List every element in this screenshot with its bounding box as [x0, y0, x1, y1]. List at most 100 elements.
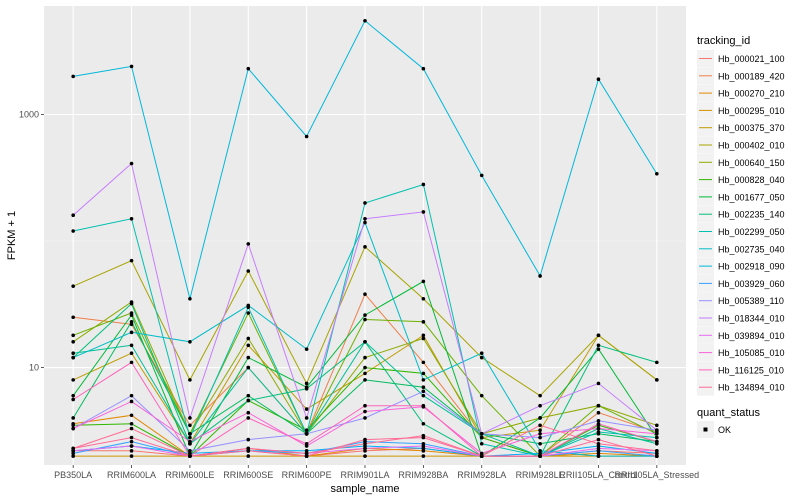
legend-item: Hb_000021_100 [697, 50, 785, 67]
data-point [71, 451, 75, 456]
data-point [188, 378, 192, 382]
data-point [421, 371, 426, 376]
data-point [479, 393, 484, 398]
data-point [538, 416, 542, 420]
legend-label: Hb_000021_100 [718, 54, 785, 64]
data-point [363, 313, 367, 317]
data-point [129, 421, 134, 426]
data-point [129, 449, 134, 453]
legend-label: OK [718, 425, 731, 435]
data-point [304, 451, 309, 456]
y-tick-label: 10 [29, 363, 39, 373]
data-point [129, 216, 134, 221]
data-point [363, 371, 367, 376]
legend-item: Hb_002235_140 [697, 205, 785, 223]
data-point [129, 343, 134, 348]
legend-item: Hb_000189_420 [697, 67, 785, 85]
x-tick-label: RRIM928LE [516, 470, 565, 480]
legend-item: Hb_000375_370 [697, 119, 785, 137]
data-point [246, 446, 251, 451]
data-point [538, 454, 542, 458]
data-point [421, 378, 426, 382]
data-point [71, 397, 75, 402]
data-point [304, 416, 309, 420]
data-point [596, 77, 601, 82]
data-point [129, 64, 134, 69]
data-point [479, 431, 484, 436]
legend-label: Hb_005389_110 [718, 296, 784, 306]
legend-item: Hb_000828_040 [697, 171, 785, 189]
data-point [129, 360, 134, 365]
data-point [71, 393, 75, 398]
data-point [655, 454, 659, 458]
data-point [421, 360, 426, 365]
data-point [538, 274, 542, 278]
data-point [304, 387, 309, 391]
data-point [479, 351, 484, 355]
data-point [538, 431, 542, 436]
data-point [538, 423, 542, 428]
data-point [246, 269, 251, 273]
data-point [129, 301, 134, 306]
legend-item: Hb_003929_060 [697, 274, 785, 292]
data-point [129, 444, 134, 448]
data-point [655, 449, 659, 453]
data-point [363, 416, 367, 420]
legend-label: Hb_002299_050 [718, 227, 785, 237]
data-point [596, 451, 601, 456]
legend-label: Hb_105085_010 [718, 348, 785, 358]
data-point [304, 454, 309, 458]
data-point [304, 428, 309, 433]
data-point [479, 442, 484, 446]
data-point [304, 442, 309, 446]
data-point [363, 339, 367, 344]
data-point [363, 378, 367, 382]
data-point [538, 435, 542, 440]
legend-item: Hb_018344_010 [697, 309, 785, 327]
data-point [129, 320, 134, 324]
x-axis: PB350LA RRIM600LA RRIM600LE RRIM600SE RRIM60… [54, 465, 699, 480]
data-point [246, 398, 251, 403]
y-axis: 10 1000 [19, 109, 44, 373]
data-point [363, 19, 367, 23]
data-point [129, 330, 134, 335]
data-point [479, 435, 484, 440]
legend-item: Hb_002735_040 [697, 240, 785, 258]
data-point [188, 296, 192, 301]
legend-item: Hb_039894_010 [697, 326, 785, 344]
data-point [538, 442, 542, 446]
data-point [188, 449, 192, 453]
data-point [655, 451, 659, 456]
data-point [71, 423, 75, 428]
data-point [655, 171, 659, 176]
data-point [71, 378, 75, 382]
x-tick-label: RRIM600SE [223, 470, 273, 480]
data-point [363, 409, 367, 414]
data-point [596, 418, 601, 423]
data-point [71, 351, 75, 355]
data-point [363, 292, 367, 297]
y-tick-label: 1000 [19, 109, 39, 119]
data-point [421, 389, 426, 394]
legend-label: Hb_134894_010 [718, 383, 785, 393]
legend-label: Hb_000270_210 [718, 89, 785, 99]
data-point [596, 347, 601, 351]
data-point [246, 437, 251, 442]
x-tick-label: RRIM600LA [107, 470, 156, 480]
data-points [71, 19, 659, 458]
data-point [421, 393, 426, 398]
data-point [71, 426, 75, 431]
data-point [596, 343, 601, 348]
data-point [71, 416, 75, 420]
data-point [304, 381, 309, 386]
x-tick-label: RRIM600LE [165, 470, 214, 480]
data-point [71, 74, 75, 79]
data-point [188, 423, 192, 428]
data-point [596, 333, 601, 338]
data-point [71, 213, 75, 218]
legend: tracking_id Hb_000021_100Hb_000189_420Hb… [697, 35, 785, 438]
data-point [421, 333, 426, 338]
data-point [304, 347, 309, 351]
data-point [655, 431, 659, 436]
